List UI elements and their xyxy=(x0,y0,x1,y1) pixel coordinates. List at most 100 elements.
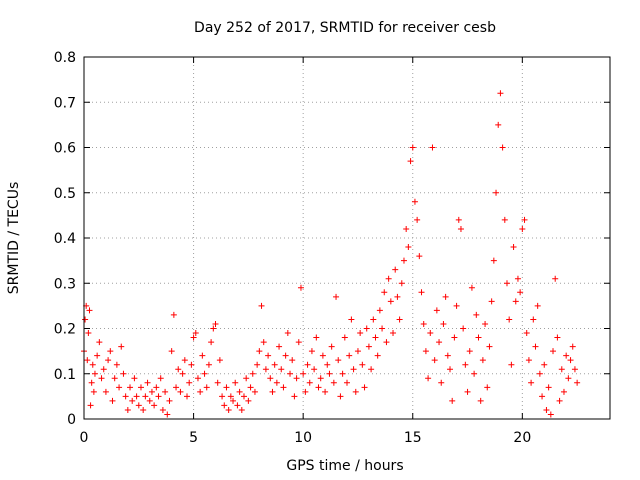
data-point xyxy=(370,316,377,323)
data-point xyxy=(571,366,578,373)
data-point xyxy=(88,379,95,386)
axis-ticks: 0 0.1 0.2 0.3 0.4 0.5 0.6 0.7 0.8 0 5 10 15 20 xyxy=(54,50,610,446)
data-point xyxy=(122,393,129,400)
data-point xyxy=(495,121,502,128)
data-point xyxy=(433,307,440,314)
data-point xyxy=(503,280,510,287)
data-point xyxy=(528,379,535,386)
data-point xyxy=(429,144,436,151)
data-point xyxy=(297,284,304,291)
data-point xyxy=(407,158,414,165)
data-point xyxy=(208,339,215,346)
data-point xyxy=(137,384,144,391)
data-point xyxy=(486,343,493,350)
data-point xyxy=(510,244,517,251)
data-point xyxy=(87,402,94,409)
data-point xyxy=(273,379,280,386)
data-point xyxy=(521,216,528,223)
data-point xyxy=(449,397,456,404)
data-point xyxy=(512,298,519,305)
data-point xyxy=(563,352,570,359)
data-point xyxy=(344,379,350,386)
y-tick-label: 0.2 xyxy=(54,322,76,338)
data-point xyxy=(464,388,471,395)
data-point xyxy=(348,316,355,323)
data-point xyxy=(254,361,261,368)
data-point xyxy=(157,375,164,382)
data-point xyxy=(197,388,204,395)
data-point xyxy=(308,348,315,355)
data-point xyxy=(554,334,561,341)
data-point xyxy=(330,379,337,386)
data-point xyxy=(488,298,495,305)
data-points xyxy=(81,90,581,418)
data-point xyxy=(153,384,160,391)
data-point xyxy=(363,325,370,332)
data-point xyxy=(558,366,565,373)
data-point xyxy=(194,375,201,382)
data-point xyxy=(499,144,506,151)
data-point xyxy=(89,361,96,368)
data-point xyxy=(567,357,574,364)
data-point xyxy=(221,402,228,409)
data-point xyxy=(188,361,195,368)
x-tick-label: 15 xyxy=(404,430,422,446)
data-point xyxy=(146,397,153,404)
data-point xyxy=(127,384,134,391)
data-point xyxy=(260,339,267,346)
data-point xyxy=(479,357,486,364)
data-point xyxy=(175,366,182,373)
data-point xyxy=(482,320,489,327)
data-point xyxy=(131,375,138,382)
data-point xyxy=(166,397,173,404)
data-point xyxy=(109,397,116,404)
data-point xyxy=(249,370,256,377)
data-point xyxy=(460,325,467,332)
data-point xyxy=(140,406,147,413)
data-point xyxy=(376,307,383,314)
data-point xyxy=(396,316,403,323)
x-axis-label: GPS time / hours xyxy=(286,458,403,474)
data-point xyxy=(304,361,311,368)
data-point xyxy=(365,343,372,350)
data-point xyxy=(124,406,131,413)
data-point xyxy=(181,357,188,364)
data-point xyxy=(271,361,278,368)
data-point xyxy=(525,357,532,364)
data-point xyxy=(357,330,364,337)
data-point xyxy=(374,352,381,359)
data-point xyxy=(276,343,283,350)
data-point xyxy=(168,348,175,355)
data-point xyxy=(379,325,386,332)
data-point xyxy=(490,257,497,264)
data-point xyxy=(440,320,447,327)
data-point xyxy=(315,384,322,391)
data-point xyxy=(457,225,464,232)
data-point xyxy=(238,406,245,413)
data-point xyxy=(190,334,197,341)
data-point xyxy=(394,293,401,300)
data-point xyxy=(282,352,289,359)
data-point xyxy=(258,302,265,309)
data-point xyxy=(390,330,397,337)
data-point xyxy=(352,388,359,395)
x-tick-label: 5 xyxy=(189,430,198,446)
data-point xyxy=(341,334,348,341)
data-point xyxy=(543,406,550,413)
data-point xyxy=(508,361,515,368)
data-point xyxy=(359,361,366,368)
data-point xyxy=(328,343,335,350)
data-point xyxy=(287,370,294,377)
data-point xyxy=(240,393,247,400)
data-point xyxy=(536,370,543,377)
data-point xyxy=(418,289,425,296)
data-point xyxy=(105,357,112,364)
data-point xyxy=(201,370,208,377)
data-point xyxy=(519,225,526,232)
data-point xyxy=(534,302,541,309)
data-point xyxy=(313,334,320,341)
data-point xyxy=(317,375,324,382)
data-point xyxy=(539,393,546,400)
data-point xyxy=(186,379,193,386)
data-point xyxy=(98,375,105,382)
